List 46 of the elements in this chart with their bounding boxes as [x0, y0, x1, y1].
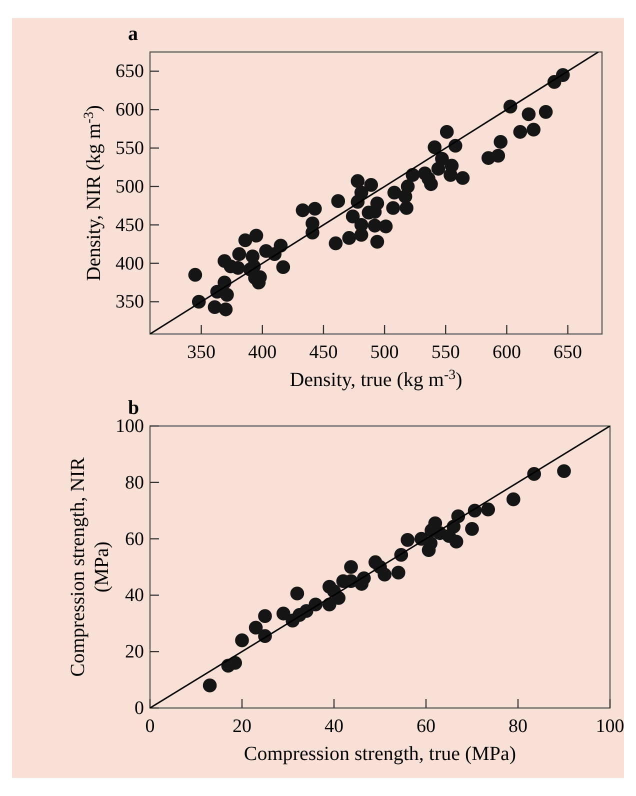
- point: [248, 620, 263, 635]
- text: b: [128, 397, 140, 419]
- x-tick-label: 350: [187, 342, 216, 363]
- x-axis-title: Density, true (kg m$^{-3}$): [290, 368, 462, 391]
- point: [344, 560, 358, 574]
- y-tick-label: 650: [116, 61, 144, 82]
- y-tick-label: 0: [134, 698, 144, 719]
- x-axis-title: Compression strength, true (MPa): [244, 743, 516, 765]
- point: [258, 609, 272, 623]
- point: [400, 533, 415, 547]
- y-tick-label: 80: [125, 472, 144, 494]
- y-tick-label: 550: [116, 138, 144, 160]
- x-tick-label: 80: [508, 716, 528, 737]
- point: [235, 633, 249, 648]
- x-tick-label: 100: [596, 716, 624, 737]
- point: [228, 656, 242, 670]
- point: [290, 586, 304, 600]
- x-tick-label: 40: [324, 716, 344, 737]
- x-tick-label: 600: [492, 342, 521, 363]
- point: [557, 464, 571, 478]
- y-tick-label: 60: [125, 528, 144, 550]
- x-tick-label: 500: [370, 342, 399, 363]
- point: [506, 492, 520, 506]
- x-tick-label: 400: [248, 342, 277, 363]
- point: [465, 522, 479, 536]
- point: [481, 502, 496, 516]
- y-tick-label: 20: [125, 642, 144, 663]
- y-tick-label: 600: [116, 100, 144, 121]
- y-tick-label: 100: [116, 416, 144, 437]
- y-tick-label: 40: [125, 585, 144, 606]
- x-tick-label: 650: [554, 342, 582, 363]
- x-tick-label: 450: [309, 342, 338, 363]
- point: [449, 534, 464, 549]
- y-tick-label: 350: [116, 292, 144, 313]
- x-tick-label: 20: [232, 716, 252, 737]
- y-tick-label: 500: [116, 176, 144, 198]
- point: [202, 678, 217, 692]
- y-tick-label: 450: [116, 214, 144, 236]
- y-axis-title: Compression strength, NIR (MPa): [67, 456, 113, 677]
- x-tick-label: 550: [431, 342, 460, 363]
- y-tick-label: 400: [116, 253, 144, 274]
- point: [378, 568, 392, 582]
- point: [391, 566, 406, 580]
- x-tick-label: 60: [416, 716, 436, 737]
- text: a: [128, 23, 138, 45]
- point: [276, 606, 290, 620]
